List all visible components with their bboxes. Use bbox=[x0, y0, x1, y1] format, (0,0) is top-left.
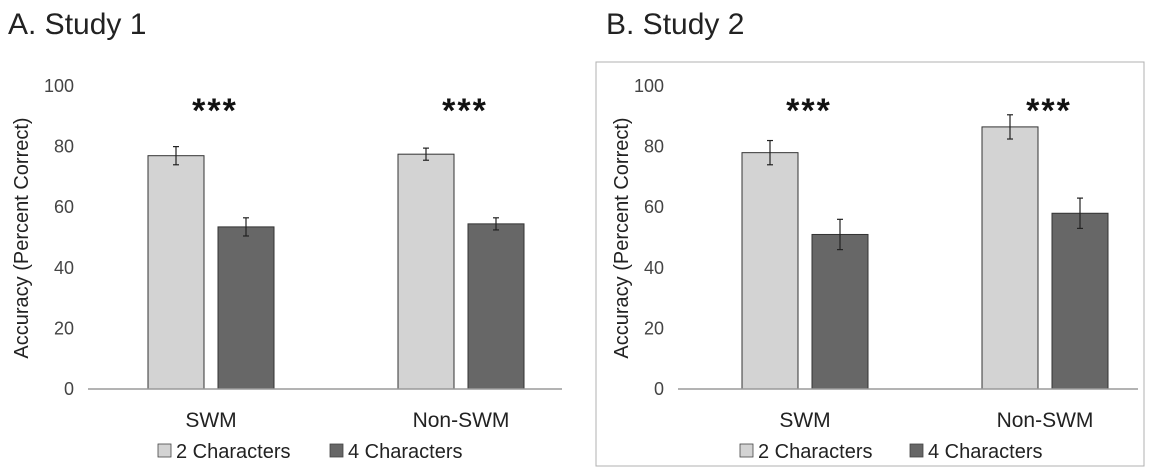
chart-a-legend-swatch bbox=[329, 443, 344, 458]
chart-a-ytick-label: 20 bbox=[54, 318, 74, 338]
chart-a-significance-marker: *** bbox=[442, 92, 488, 130]
chart-b-legend-swatch bbox=[739, 443, 754, 458]
chart-b-ytick-label: 80 bbox=[644, 137, 664, 157]
chart-a-title: A. Study 1 bbox=[8, 8, 147, 41]
chart-a-ytick-label: 0 bbox=[64, 379, 74, 399]
chart-a-bar-series1 bbox=[147, 155, 205, 390]
chart-a-legend-swatch bbox=[157, 443, 172, 458]
chart-b-frame bbox=[595, 61, 1145, 467]
chart-b-legend-label: 4 Characters bbox=[928, 441, 1043, 463]
chart-b-ytick-label: 20 bbox=[644, 318, 664, 338]
chart-b-category-label: Non-SWM bbox=[997, 409, 1094, 432]
chart-b-legend-swatch bbox=[909, 443, 924, 458]
chart-b-bar-series2 bbox=[1051, 212, 1109, 390]
chart-a-significance-marker: *** bbox=[192, 92, 238, 130]
chart-a-legend-label: 4 Characters bbox=[348, 441, 463, 463]
chart-b-significance-marker: *** bbox=[1026, 92, 1072, 130]
chart-a-category-label: SWM bbox=[185, 409, 236, 432]
chart-b-ylabel: Accuracy (Percent Correct) bbox=[611, 117, 633, 358]
chart-a-bar-series2 bbox=[217, 226, 275, 390]
chart-b-ytick-label: 60 bbox=[644, 197, 664, 217]
chart-a-bar-series2 bbox=[467, 223, 525, 390]
chart-a-ytick-label: 40 bbox=[54, 258, 74, 278]
chart-b-bar-series1 bbox=[981, 126, 1039, 390]
chart-b-significance-marker: *** bbox=[786, 92, 832, 130]
chart-b-ytick-label: 0 bbox=[654, 379, 664, 399]
chart-b-legend-label: 2 Characters bbox=[758, 441, 873, 463]
chart-a-ytick-label: 80 bbox=[54, 137, 74, 157]
chart-a-ylabel: Accuracy (Percent Correct) bbox=[11, 117, 33, 358]
chart-a-ytick-label: 100 bbox=[44, 76, 74, 96]
chart-b-ytick-label: 40 bbox=[644, 258, 664, 278]
chart-a-category-label: Non-SWM bbox=[413, 409, 510, 432]
chart-a-bar-series1 bbox=[397, 153, 455, 390]
chart-b-category-label: SWM bbox=[779, 409, 830, 432]
chart-a-legend-label: 2 Characters bbox=[176, 441, 291, 463]
chart-b-bar-series2 bbox=[811, 233, 869, 390]
chart-b-ytick-label: 100 bbox=[634, 76, 664, 96]
chart-b-title: B. Study 2 bbox=[606, 8, 745, 41]
chart-a-ytick-label: 60 bbox=[54, 197, 74, 217]
chart-b-bar-series1 bbox=[741, 152, 799, 390]
